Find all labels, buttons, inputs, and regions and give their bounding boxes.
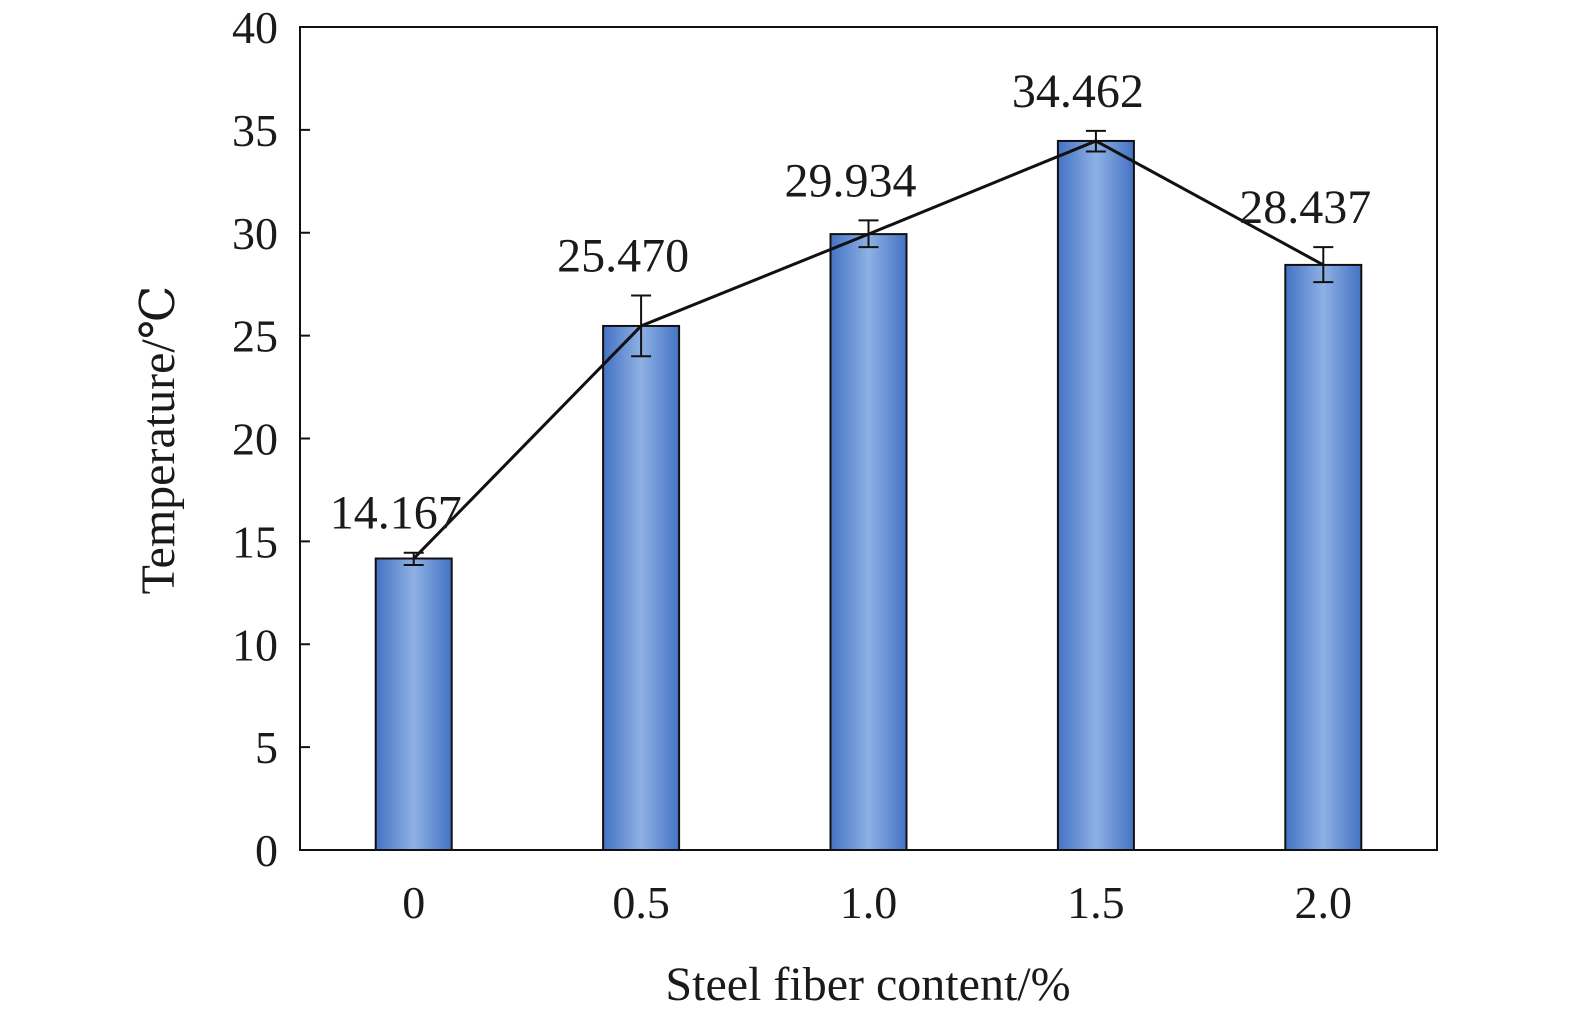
data-label: 14.167 bbox=[330, 487, 462, 540]
bar bbox=[829, 233, 908, 851]
y-tick-label: 30 bbox=[232, 208, 278, 259]
bar bbox=[602, 324, 681, 851]
y-tick-label: 25 bbox=[232, 311, 278, 362]
y-tick-label: 15 bbox=[232, 516, 278, 567]
error-bar bbox=[1085, 129, 1106, 153]
error-bars-layer bbox=[403, 129, 1334, 567]
bars-layer bbox=[374, 139, 1363, 852]
y-tick-label: 5 bbox=[255, 722, 278, 773]
error-bar bbox=[1313, 246, 1334, 284]
data-label: 34.462 bbox=[1012, 65, 1144, 118]
x-tick-label: 0 bbox=[402, 877, 425, 928]
y-tick-label: 35 bbox=[232, 105, 278, 156]
x-tick-label: 1.0 bbox=[840, 877, 898, 928]
x-tick-label: 1.5 bbox=[1067, 877, 1125, 928]
bar bbox=[1056, 139, 1135, 852]
y-tick-label: 20 bbox=[232, 414, 278, 465]
x-tick-label: 2.0 bbox=[1295, 877, 1353, 928]
y-axis-ticks: 0 5 10 15 20 25 30 35 40 bbox=[232, 2, 310, 876]
y-tick-label: 40 bbox=[232, 2, 278, 53]
data-label: 29.934 bbox=[785, 154, 917, 207]
data-label: 25.470 bbox=[557, 230, 689, 283]
error-bar bbox=[403, 551, 424, 567]
x-axis-title: Steel fiber content/% bbox=[665, 958, 1070, 1011]
x-tick-label: 0.5 bbox=[612, 877, 670, 928]
bar bbox=[1284, 263, 1363, 851]
y-tick-label: 0 bbox=[255, 825, 278, 876]
bar bbox=[374, 557, 453, 851]
y-tick-label: 10 bbox=[232, 619, 278, 670]
error-bar bbox=[858, 219, 879, 249]
y-axis-title: Temperature/℃ bbox=[132, 286, 185, 595]
error-bar bbox=[631, 294, 652, 358]
data-labels-layer: 14.167 25.470 29.934 34.462 28.437 bbox=[330, 65, 1372, 540]
x-axis-ticks: 0 0.5 1.0 1.5 2.0 bbox=[402, 877, 1352, 928]
data-label: 28.437 bbox=[1239, 181, 1371, 234]
